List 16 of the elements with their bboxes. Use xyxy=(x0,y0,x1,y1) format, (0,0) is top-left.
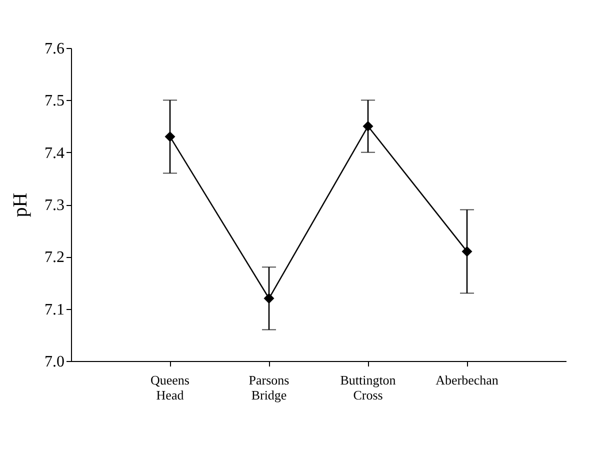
point xyxy=(362,121,374,132)
x-tick-label: Buttington Cross xyxy=(340,372,396,402)
y-tick-label: 7.2 xyxy=(44,249,64,266)
x-tick-label: Aberbechan xyxy=(436,372,499,388)
y-tick-label: 7.5 xyxy=(44,92,64,110)
point xyxy=(462,246,472,257)
x-tick-label: Parsons Bridge xyxy=(248,372,290,402)
y-tick-label: 7.0 xyxy=(44,354,64,370)
y-tick-label: 7.6 xyxy=(44,40,64,58)
x-tick-label: Queens Head xyxy=(150,372,190,402)
y-tick-label: 7.1 xyxy=(44,301,64,318)
y-tick-label: 7.4 xyxy=(44,144,64,162)
point xyxy=(264,293,274,304)
point xyxy=(164,131,176,142)
y-tick-label: 7.3 xyxy=(44,197,64,214)
y-axis-title: pH xyxy=(10,192,32,218)
